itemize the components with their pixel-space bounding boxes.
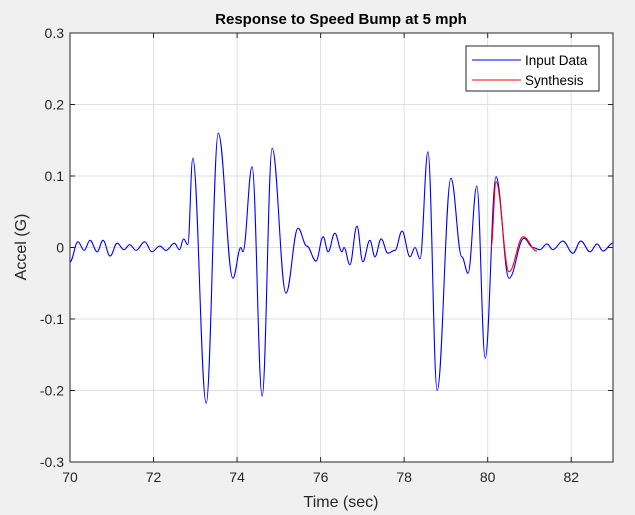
y-tick-label: -0.1 xyxy=(40,311,64,327)
y-tick-label: -0.2 xyxy=(40,383,64,399)
x-tick-label: 82 xyxy=(563,469,579,485)
x-axis-ticks: 70 72 74 76 78 80 82 xyxy=(62,33,579,485)
x-tick-label: 70 xyxy=(62,469,78,485)
y-tick-label: 0.3 xyxy=(45,25,65,41)
legend-label-input-data: Input Data xyxy=(525,53,588,68)
series-lines xyxy=(69,132,614,404)
y-tick-label: -0.3 xyxy=(40,454,64,470)
x-tick-label: 80 xyxy=(480,469,496,485)
x-tick-label: 74 xyxy=(229,469,245,485)
y-axis-label: Accel (G) xyxy=(13,214,30,281)
legend[interactable]: Input Data Synthesis xyxy=(465,45,600,92)
x-tick-label: 76 xyxy=(313,469,329,485)
y-axis-ticks: -0.3 -0.2 -0.1 0 0.1 0.2 0.3 xyxy=(40,25,613,470)
x-tick-label: 78 xyxy=(396,469,412,485)
y-tick-label: 0 xyxy=(56,240,64,256)
x-axis-label: Time (sec) xyxy=(304,494,379,511)
chart-title: Response to Speed Bump at 5 mph xyxy=(215,11,467,28)
y-tick-label: 0.2 xyxy=(45,97,65,113)
series-line-synthesis xyxy=(490,181,538,273)
x-tick-label: 72 xyxy=(146,469,162,485)
legend-label-synthesis: Synthesis xyxy=(525,73,584,88)
legend-box xyxy=(465,45,600,92)
y-tick-label: 0.1 xyxy=(45,168,65,184)
